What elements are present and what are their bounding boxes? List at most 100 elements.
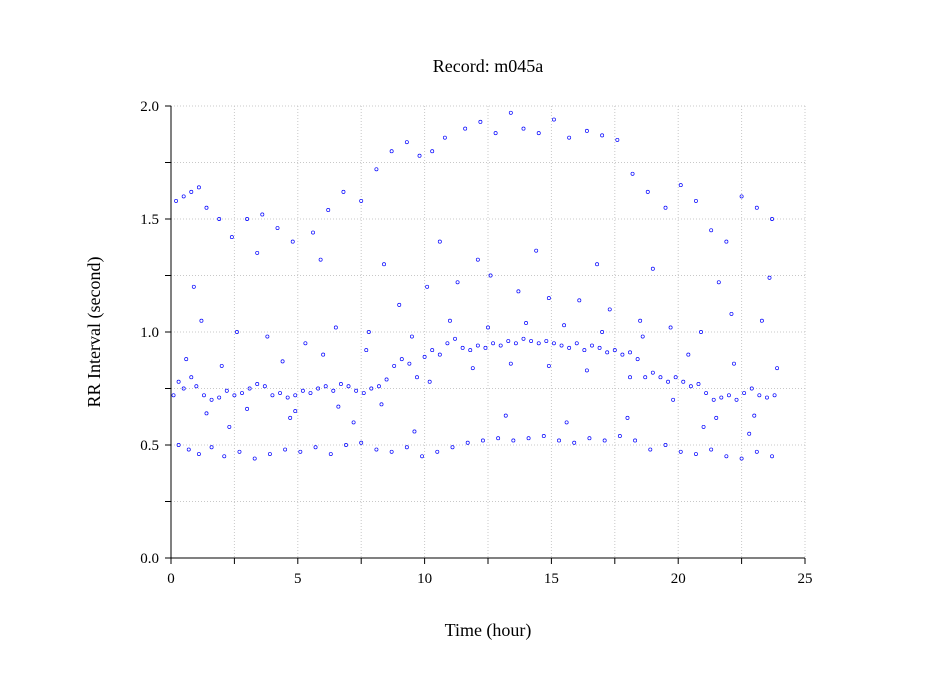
data-point <box>630 171 635 176</box>
data-point <box>757 393 762 398</box>
data-point <box>435 449 440 454</box>
data-point <box>468 348 473 353</box>
data-point <box>196 452 201 456</box>
data-point <box>541 434 546 438</box>
data-point <box>361 391 366 395</box>
data-point <box>696 382 701 386</box>
data-point <box>270 393 275 398</box>
x-tick-label: 20 <box>671 571 686 587</box>
data-point <box>275 226 280 230</box>
data-point <box>635 357 640 362</box>
y-tick-label: 0.5 <box>140 438 159 454</box>
data-point <box>709 228 714 233</box>
data-point <box>417 153 422 158</box>
data-point <box>628 375 632 380</box>
data-point <box>234 330 239 334</box>
data-point <box>491 341 496 346</box>
data-point <box>181 386 186 391</box>
data-point <box>354 388 359 393</box>
data-point <box>384 377 389 382</box>
data-point <box>430 348 435 353</box>
data-point <box>313 445 318 450</box>
data-point <box>300 388 305 393</box>
data-point <box>285 395 290 400</box>
data-point <box>752 413 757 418</box>
data-point <box>688 384 693 389</box>
y-tick-label: 0.0 <box>140 551 159 567</box>
data-point <box>521 126 526 131</box>
data-point <box>478 119 483 124</box>
data-point <box>265 334 270 339</box>
data-point <box>450 445 455 450</box>
data-point <box>415 375 419 380</box>
data-point <box>397 302 402 307</box>
data-point <box>288 415 293 420</box>
data-point <box>262 384 267 389</box>
data-point <box>648 447 653 452</box>
data-point <box>176 443 181 447</box>
data-point <box>536 131 541 136</box>
y-tick-label: 2.0 <box>140 99 159 115</box>
data-point <box>559 343 564 348</box>
data-point <box>617 434 622 438</box>
data-point <box>668 325 673 330</box>
data-point <box>597 345 602 350</box>
data-point <box>336 404 341 409</box>
data-point <box>333 325 338 330</box>
data-point <box>600 330 605 334</box>
data-point <box>202 393 206 398</box>
data-point <box>739 194 744 199</box>
data-point <box>770 454 774 459</box>
data-point <box>678 183 683 188</box>
data-point <box>374 447 379 452</box>
data-point <box>463 126 468 131</box>
data-point <box>453 336 457 341</box>
data-point <box>227 424 232 429</box>
data-point <box>247 386 252 391</box>
data-point <box>219 363 224 368</box>
data-point <box>524 321 528 325</box>
data-point <box>420 454 425 459</box>
data-point <box>189 189 194 194</box>
data-point <box>364 348 369 353</box>
data-point <box>425 284 430 289</box>
data-point <box>475 343 480 348</box>
data-point <box>389 449 394 454</box>
data-point <box>759 318 764 323</box>
data-point <box>650 266 655 271</box>
data-point <box>448 318 452 323</box>
data-point <box>316 386 321 391</box>
data-point <box>293 409 298 414</box>
data-point <box>686 352 691 357</box>
data-point <box>445 341 450 346</box>
data-point <box>673 375 678 380</box>
data-point <box>189 375 194 380</box>
data-point <box>475 257 480 262</box>
data-point <box>318 257 323 262</box>
data-point <box>643 375 648 380</box>
data-point <box>369 386 374 391</box>
data-point <box>650 370 655 375</box>
data-point <box>460 345 465 350</box>
data-point <box>412 429 417 434</box>
data-point <box>772 393 777 398</box>
data-point <box>209 445 214 450</box>
data-point <box>496 436 501 441</box>
x-tick-label: 25 <box>798 571 813 587</box>
data-point <box>194 384 199 389</box>
data-point <box>255 250 260 255</box>
data-point <box>498 343 503 348</box>
y-tick-label: 1.0 <box>140 325 159 341</box>
x-ticks: 0 5 10 15 20 25 <box>167 558 813 587</box>
data-point <box>711 397 716 402</box>
data-point <box>427 379 432 384</box>
data-point <box>326 208 331 212</box>
data-point <box>255 382 260 386</box>
data-point <box>506 339 511 343</box>
x-tick-label: 15 <box>544 571 559 587</box>
data-point <box>344 443 348 447</box>
data-point <box>486 325 490 330</box>
data-point <box>671 397 676 402</box>
data-point <box>508 361 513 366</box>
data-point <box>551 117 556 122</box>
